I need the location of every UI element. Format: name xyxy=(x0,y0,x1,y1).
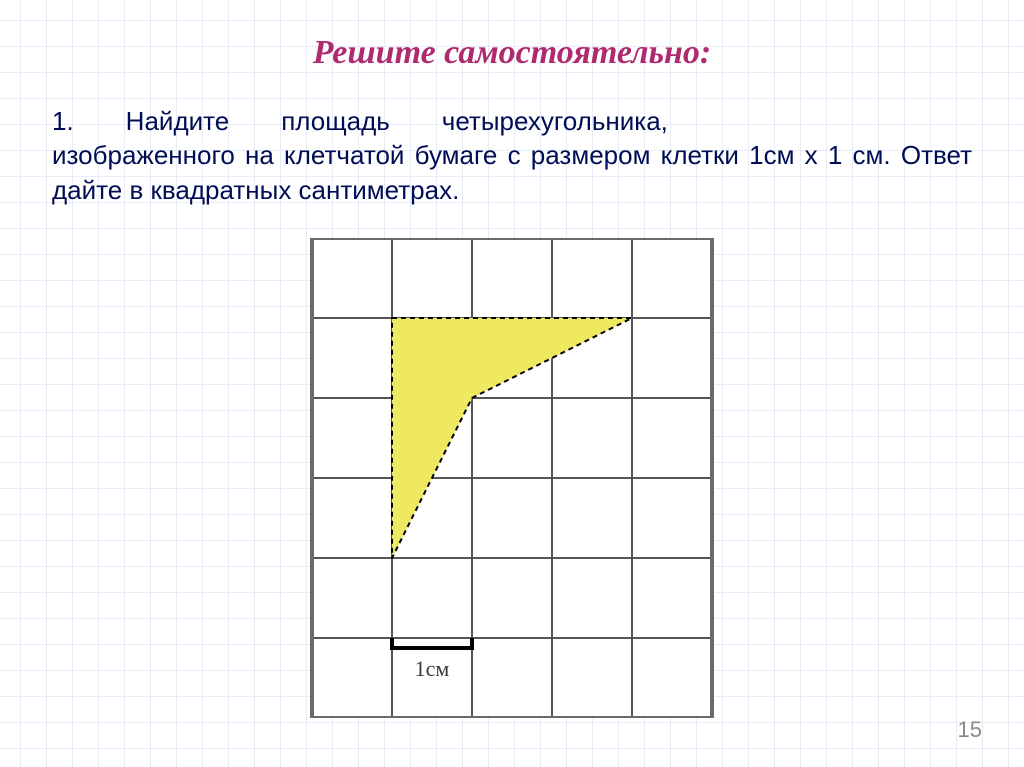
problem-text: 1. Найдите площадь четырехугольника, изо… xyxy=(52,104,972,207)
page-number: 15 xyxy=(958,717,982,743)
scale-label: 1см xyxy=(415,656,450,681)
slide-content: Решите самостоятельно: 1. Найдите площад… xyxy=(0,0,1024,767)
grid-svg: 1см xyxy=(302,238,722,718)
problem-lines-2-3: изображенного на клетчатой бумаге с разм… xyxy=(52,138,972,207)
slide-title: Решите самостоятельно: xyxy=(0,34,1024,72)
problem-line-1: 1. Найдите площадь четырехугольника, xyxy=(52,104,972,138)
grid-figure: 1см xyxy=(302,238,722,718)
